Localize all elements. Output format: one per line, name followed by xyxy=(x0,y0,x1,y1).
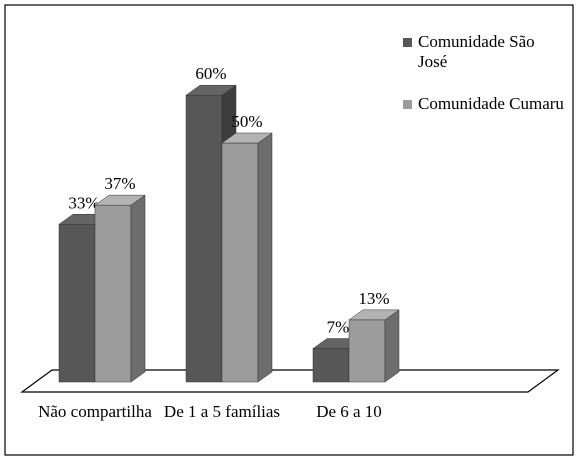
floor xyxy=(20,369,560,393)
value-label: 7% xyxy=(327,318,350,337)
bar xyxy=(348,319,386,383)
bar-top xyxy=(221,132,273,144)
x-tick-label: De 1 a 5 famílias xyxy=(163,402,281,421)
x-tick-label: Não compartilha xyxy=(38,402,152,421)
x-tick-label: De 6 a 10 xyxy=(316,402,382,421)
bar-top xyxy=(185,84,237,96)
legend-label: Comunidade São José xyxy=(418,32,535,71)
value-label: 13% xyxy=(358,289,389,308)
bar-top xyxy=(348,309,400,321)
bar xyxy=(185,94,223,383)
bar xyxy=(312,348,350,383)
frame xyxy=(4,4,574,456)
value-label: 37% xyxy=(104,174,135,193)
bar-side xyxy=(257,132,273,383)
legend-label: Comunidade Cumaru xyxy=(418,94,564,113)
bar xyxy=(221,142,259,383)
value-label: 33% xyxy=(68,193,99,212)
legend-swatch xyxy=(403,100,412,109)
bar-side xyxy=(130,194,146,383)
value-label: 60% xyxy=(195,64,226,83)
bar xyxy=(58,224,96,383)
legend-swatch xyxy=(403,38,412,47)
bar-side xyxy=(384,309,400,383)
bar xyxy=(94,204,132,383)
bar-top xyxy=(94,194,146,206)
value-label: 50% xyxy=(231,112,262,131)
